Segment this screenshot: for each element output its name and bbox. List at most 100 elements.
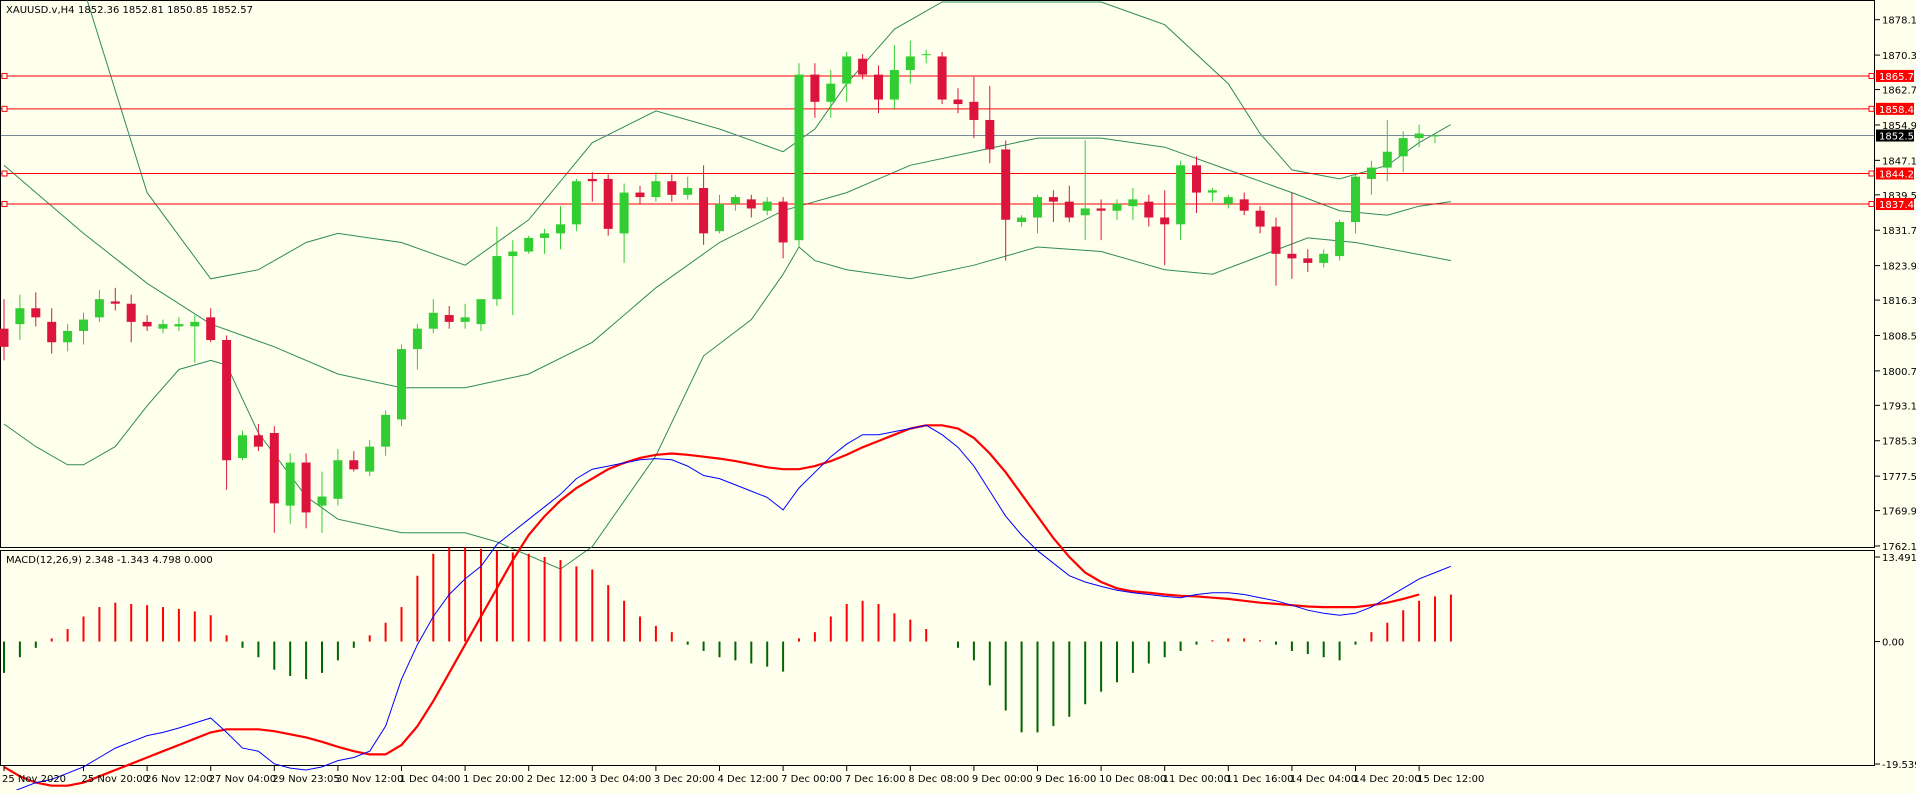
macd-lines <box>4 425 1451 790</box>
bear-candle <box>779 197 788 258</box>
bull-candle <box>763 197 772 215</box>
bear-candle <box>302 453 311 528</box>
candle-body <box>636 193 645 198</box>
candle-body <box>63 331 72 342</box>
bull-candle <box>429 299 438 333</box>
bear-candle <box>127 295 136 343</box>
bear-candle <box>1001 140 1010 260</box>
candle-body <box>429 313 438 329</box>
candle-body <box>286 463 295 506</box>
bull-candle <box>381 410 390 455</box>
price-panel[interactable]: 1878.101870.301862.701854.901847.101839.… <box>0 0 1916 569</box>
candle-body <box>397 349 406 419</box>
level-tag-label: 1858.45 <box>1879 105 1916 116</box>
candle-body <box>667 181 676 195</box>
level-handle <box>2 106 7 111</box>
level-handle <box>1869 202 1874 207</box>
bull-candle <box>731 195 740 211</box>
level-handle <box>2 73 7 78</box>
ohlc-header: 1852.36 1852.81 1850.85 1852.57 <box>78 5 253 16</box>
bear-candle <box>31 292 40 326</box>
candle-body <box>1287 254 1296 259</box>
macd-header: MACD(12,26,9) 2.348 -1.343 4.798 0.000 <box>6 555 213 566</box>
bull-candle <box>795 63 804 247</box>
bear-candle <box>969 77 978 138</box>
bull-candle <box>63 324 72 351</box>
price-tick-label: 1793.10 <box>1882 401 1916 412</box>
candle-body <box>874 75 883 100</box>
candle-body <box>254 435 263 446</box>
bear-candle <box>1256 206 1265 233</box>
bull-candle <box>1319 249 1328 267</box>
bear-candle <box>858 54 867 79</box>
bear-candle <box>985 86 994 163</box>
candle-body <box>445 315 454 322</box>
bull-candle <box>461 304 470 329</box>
candle-body <box>699 188 708 233</box>
candle-body <box>842 56 851 83</box>
time-tick-label: 3 Dec 04:00 <box>590 774 651 785</box>
bull-candle <box>1415 125 1424 148</box>
price-levels[interactable] <box>1 73 1874 206</box>
bull-candle <box>890 45 899 109</box>
candle-body <box>127 304 136 322</box>
time-tick-label: 25 Nov 2020 <box>2 774 66 785</box>
bull-candle <box>397 345 406 427</box>
bear-candle <box>254 424 263 451</box>
bear-candle <box>1160 190 1169 265</box>
candle-body <box>174 324 183 326</box>
time-tick-label: 26 Nov 12:00 <box>145 774 212 785</box>
candle-body <box>1128 199 1137 206</box>
candle-body <box>795 75 804 241</box>
bear-candle <box>604 174 613 235</box>
bear-candle <box>206 308 215 342</box>
candle-body <box>1017 218 1026 223</box>
candle-body <box>1097 208 1106 210</box>
bull-candle <box>1367 161 1376 195</box>
candle-body <box>1160 218 1169 225</box>
candle-body <box>190 322 199 327</box>
candle-body <box>79 320 88 331</box>
candle-body <box>826 84 835 102</box>
level-tag-label: 1865.70 <box>1879 72 1916 83</box>
candle-body <box>715 204 724 231</box>
bull-candle <box>1081 140 1090 240</box>
bull-candle <box>333 449 342 506</box>
macd-tick-label: -19.539 <box>1882 760 1916 771</box>
candle-body <box>906 56 915 70</box>
level-handle <box>1869 73 1874 78</box>
bull-candle <box>15 295 24 340</box>
bollinger-middle-line <box>4 138 1451 388</box>
candle-body <box>1351 177 1360 222</box>
bull-candle <box>651 172 660 201</box>
bear-candle <box>747 195 756 218</box>
macd-signal-line <box>4 425 1419 785</box>
macd-tick-label: 13.491 <box>1882 553 1916 564</box>
macd-tick-label: 0.00 <box>1882 638 1904 649</box>
price-axis[interactable]: 1878.101870.301862.701854.901847.101839.… <box>1875 16 1916 553</box>
bear-candle <box>445 306 454 329</box>
candle-body <box>1319 254 1328 263</box>
candle-body <box>858 59 867 75</box>
candle-body <box>461 317 470 322</box>
candle-body <box>159 324 168 329</box>
candle-body <box>1113 204 1122 211</box>
bull-candle <box>413 324 422 369</box>
candle-body <box>540 233 549 238</box>
time-tick-label: 9 Dec 00:00 <box>972 774 1033 785</box>
time-tick-label: 14 Dec 20:00 <box>1354 774 1421 785</box>
candle-body <box>1144 202 1153 218</box>
time-tick-label: 4 Dec 12:00 <box>718 774 779 785</box>
candle-body <box>1367 168 1376 179</box>
bull-candle <box>715 195 724 234</box>
bull-candle <box>477 299 486 331</box>
candle-body <box>1081 208 1090 215</box>
level-handle <box>1869 171 1874 176</box>
candle-body <box>15 308 24 324</box>
candle-body <box>1001 149 1010 219</box>
bull-candle <box>1399 131 1408 172</box>
bull-candle <box>540 229 549 254</box>
